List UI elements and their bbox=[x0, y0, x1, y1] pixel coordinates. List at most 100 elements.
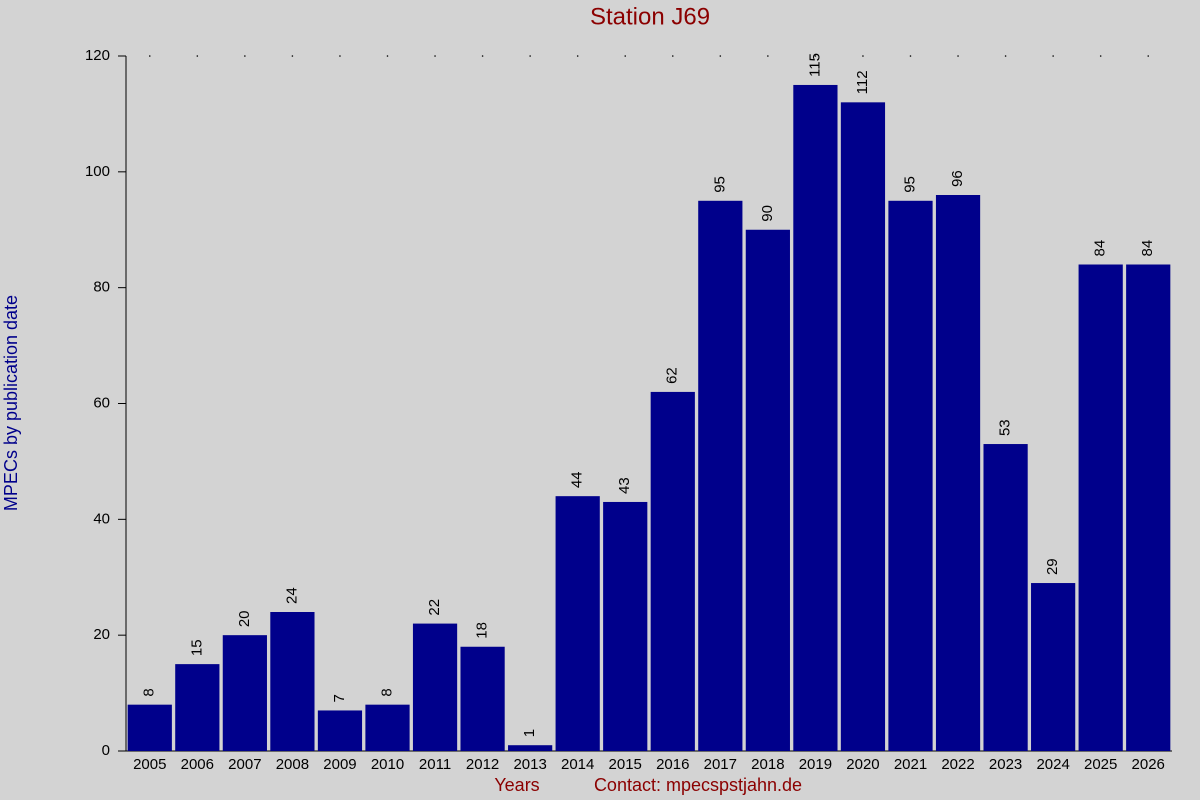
data-label: 20 bbox=[236, 610, 253, 627]
top-dot bbox=[719, 55, 722, 57]
bar bbox=[793, 84, 838, 752]
data-label: 96 bbox=[949, 170, 966, 187]
y-tick-label: 20 bbox=[93, 626, 110, 643]
x-tick-label: 2006 bbox=[181, 756, 214, 773]
top-dot bbox=[291, 55, 294, 57]
x-axis-label: Years bbox=[494, 775, 539, 795]
bar bbox=[1126, 264, 1171, 751]
bar bbox=[175, 664, 220, 751]
bar bbox=[460, 646, 505, 751]
y-tick-label: 80 bbox=[93, 279, 110, 296]
x-tick-label: 2016 bbox=[656, 756, 689, 773]
x-tick-label: 2020 bbox=[846, 756, 879, 773]
chart-title: Station J69 bbox=[590, 3, 710, 30]
bar bbox=[603, 501, 648, 751]
y-tick-label: 0 bbox=[102, 742, 110, 759]
data-label: 8 bbox=[141, 688, 158, 696]
top-dot bbox=[339, 55, 341, 57]
x-tick-label: 2022 bbox=[941, 756, 974, 773]
bar bbox=[650, 391, 695, 751]
data-label: 8 bbox=[378, 688, 395, 696]
data-label: 90 bbox=[759, 205, 776, 222]
bar bbox=[1078, 264, 1123, 751]
data-label: 84 bbox=[1139, 240, 1156, 257]
x-tick-label: 2019 bbox=[799, 756, 832, 773]
bar bbox=[840, 102, 886, 752]
bar bbox=[127, 704, 172, 751]
bar bbox=[983, 444, 1028, 751]
top-dot bbox=[909, 55, 912, 57]
data-label: 115 bbox=[806, 53, 823, 77]
top-dot bbox=[529, 55, 531, 57]
data-label: 95 bbox=[711, 176, 728, 193]
x-tick-label: 2014 bbox=[561, 756, 594, 773]
bar bbox=[412, 623, 458, 751]
y-tick-label: 60 bbox=[93, 394, 110, 411]
data-label: 18 bbox=[474, 622, 491, 639]
bar bbox=[222, 635, 267, 751]
bar bbox=[1031, 583, 1076, 751]
bar bbox=[698, 200, 743, 751]
x-tick-label: 2011 bbox=[419, 756, 451, 773]
x-tick-label: 2017 bbox=[704, 756, 737, 773]
y-axis-label: MPECs by publication date bbox=[1, 295, 21, 511]
top-dot bbox=[671, 55, 674, 57]
top-dot bbox=[1147, 55, 1150, 57]
bar bbox=[745, 229, 790, 751]
x-tick-label: 2015 bbox=[609, 756, 642, 773]
data-label: 95 bbox=[901, 176, 918, 193]
bar bbox=[317, 710, 363, 751]
top-dot bbox=[576, 55, 579, 57]
y-tick-label: 40 bbox=[93, 510, 110, 527]
top-dot bbox=[481, 55, 484, 57]
top-dot bbox=[434, 55, 436, 57]
top-dot bbox=[1099, 55, 1102, 57]
top-dot bbox=[862, 55, 864, 57]
top-dot bbox=[814, 55, 817, 57]
top-dot bbox=[196, 55, 199, 57]
x-tick-label: 2012 bbox=[466, 756, 499, 773]
x-tick-label: 2026 bbox=[1132, 756, 1165, 773]
data-label: 15 bbox=[188, 639, 205, 656]
top-dot bbox=[957, 55, 959, 57]
bar bbox=[508, 745, 553, 751]
data-label: 43 bbox=[616, 477, 633, 494]
x-tick-label: 2024 bbox=[1036, 756, 1069, 773]
top-dot bbox=[244, 55, 246, 57]
x-tick-label: 2018 bbox=[751, 756, 784, 773]
x-tick-label: 2013 bbox=[513, 756, 546, 773]
top-dot bbox=[767, 55, 769, 57]
top-dot bbox=[1052, 55, 1054, 57]
x-tick-label: 2010 bbox=[371, 756, 404, 773]
data-label: 112 bbox=[854, 70, 871, 94]
top-dot bbox=[386, 55, 389, 57]
bar bbox=[555, 496, 600, 751]
bar bbox=[888, 200, 933, 751]
y-tick-label: 120 bbox=[85, 47, 110, 64]
data-label: 84 bbox=[1092, 240, 1109, 257]
x-tick-label: 2009 bbox=[323, 756, 356, 773]
x-tick-label: 2007 bbox=[228, 756, 261, 773]
bar bbox=[935, 195, 981, 751]
bar bbox=[365, 704, 410, 751]
x-tick-label: 2023 bbox=[989, 756, 1022, 773]
data-label: 29 bbox=[1044, 558, 1061, 575]
top-dot bbox=[148, 55, 151, 57]
x-tick-label: 2025 bbox=[1084, 756, 1117, 773]
data-label: 22 bbox=[426, 599, 443, 616]
top-dot bbox=[1004, 55, 1007, 57]
data-label: 7 bbox=[331, 694, 348, 702]
x-tick-label: 2021 bbox=[894, 756, 927, 773]
contact: Contact: mpecspstjahn.de bbox=[594, 775, 802, 795]
top-dot bbox=[624, 55, 627, 57]
x-tick-label: 2005 bbox=[133, 756, 166, 773]
data-label: 62 bbox=[664, 367, 681, 384]
y-tick-label: 100 bbox=[85, 163, 110, 180]
data-label: 53 bbox=[997, 419, 1014, 436]
data-label: 24 bbox=[283, 587, 300, 604]
data-label: 44 bbox=[569, 471, 586, 488]
x-tick-label: 2008 bbox=[276, 756, 309, 773]
bar bbox=[270, 612, 315, 751]
data-label: 1 bbox=[521, 729, 538, 737]
